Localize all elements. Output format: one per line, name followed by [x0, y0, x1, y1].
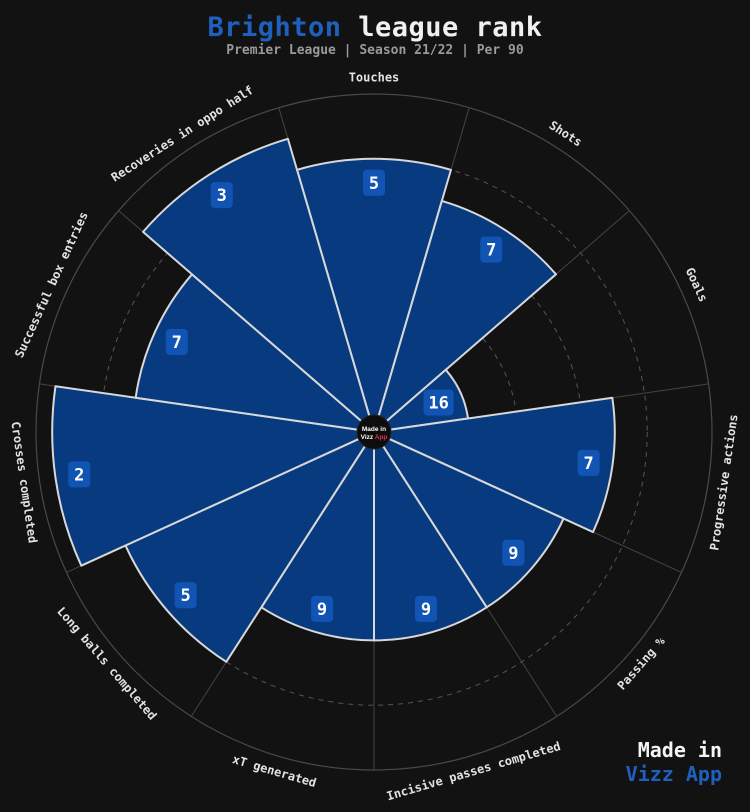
value-label: 5 [369, 174, 379, 194]
value-labels: 5 7 16 7 9 9 9 5 2 7 3 [68, 169, 600, 622]
value-box [311, 595, 334, 622]
value-label: 16 [428, 394, 448, 414]
chart-title: Brighton league rank [0, 12, 750, 43]
brand-line-1: Made in [637, 738, 722, 762]
value-box [577, 449, 600, 476]
value-label: 7 [583, 454, 593, 474]
value-label: 9 [508, 544, 518, 564]
category-label: Successful box entries [12, 210, 91, 360]
category-label: Touches [349, 71, 400, 85]
value-label: 7 [172, 333, 182, 353]
center-logo-line-1: Made in [362, 426, 386, 433]
value-label: 2 [74, 465, 84, 485]
value-box [174, 582, 197, 609]
category-label: xT generated [231, 752, 318, 790]
slices [51, 137, 616, 663]
grid-ring [100, 158, 648, 706]
value-box [363, 169, 385, 196]
value-box [502, 539, 525, 566]
value-label: 3 [217, 186, 227, 206]
value-box [210, 182, 233, 209]
value-label: 5 [181, 586, 191, 606]
chart-subtitle: Premier League | Season 21/22 | Per 90 [226, 43, 524, 58]
center-logo-line-2: Vizz App [361, 434, 388, 441]
brand-logo: Made in Vizz App [626, 738, 722, 786]
brand-line-2: Vizz App [625, 762, 722, 786]
category-label: Incisive passes completed [385, 739, 562, 803]
title-team: Brighton [207, 12, 342, 43]
category-label: Goals [683, 265, 711, 304]
center-logo [356, 414, 392, 450]
category-label: Crosses completed [8, 421, 39, 545]
value-label: 9 [317, 600, 327, 620]
center-logo-word-app: App [375, 434, 388, 441]
value-box [68, 461, 91, 488]
value-label: 7 [486, 241, 496, 261]
value-box [480, 236, 503, 263]
value-label: 9 [421, 600, 431, 620]
center-logo-word-vizz: Vizz [361, 434, 375, 441]
category-label: Passing % [615, 634, 669, 693]
value-box [414, 595, 437, 622]
title-rest: league rank [358, 12, 543, 43]
value-box [423, 389, 454, 416]
category-label: Long balls completed [54, 604, 159, 722]
value-box [165, 328, 188, 355]
